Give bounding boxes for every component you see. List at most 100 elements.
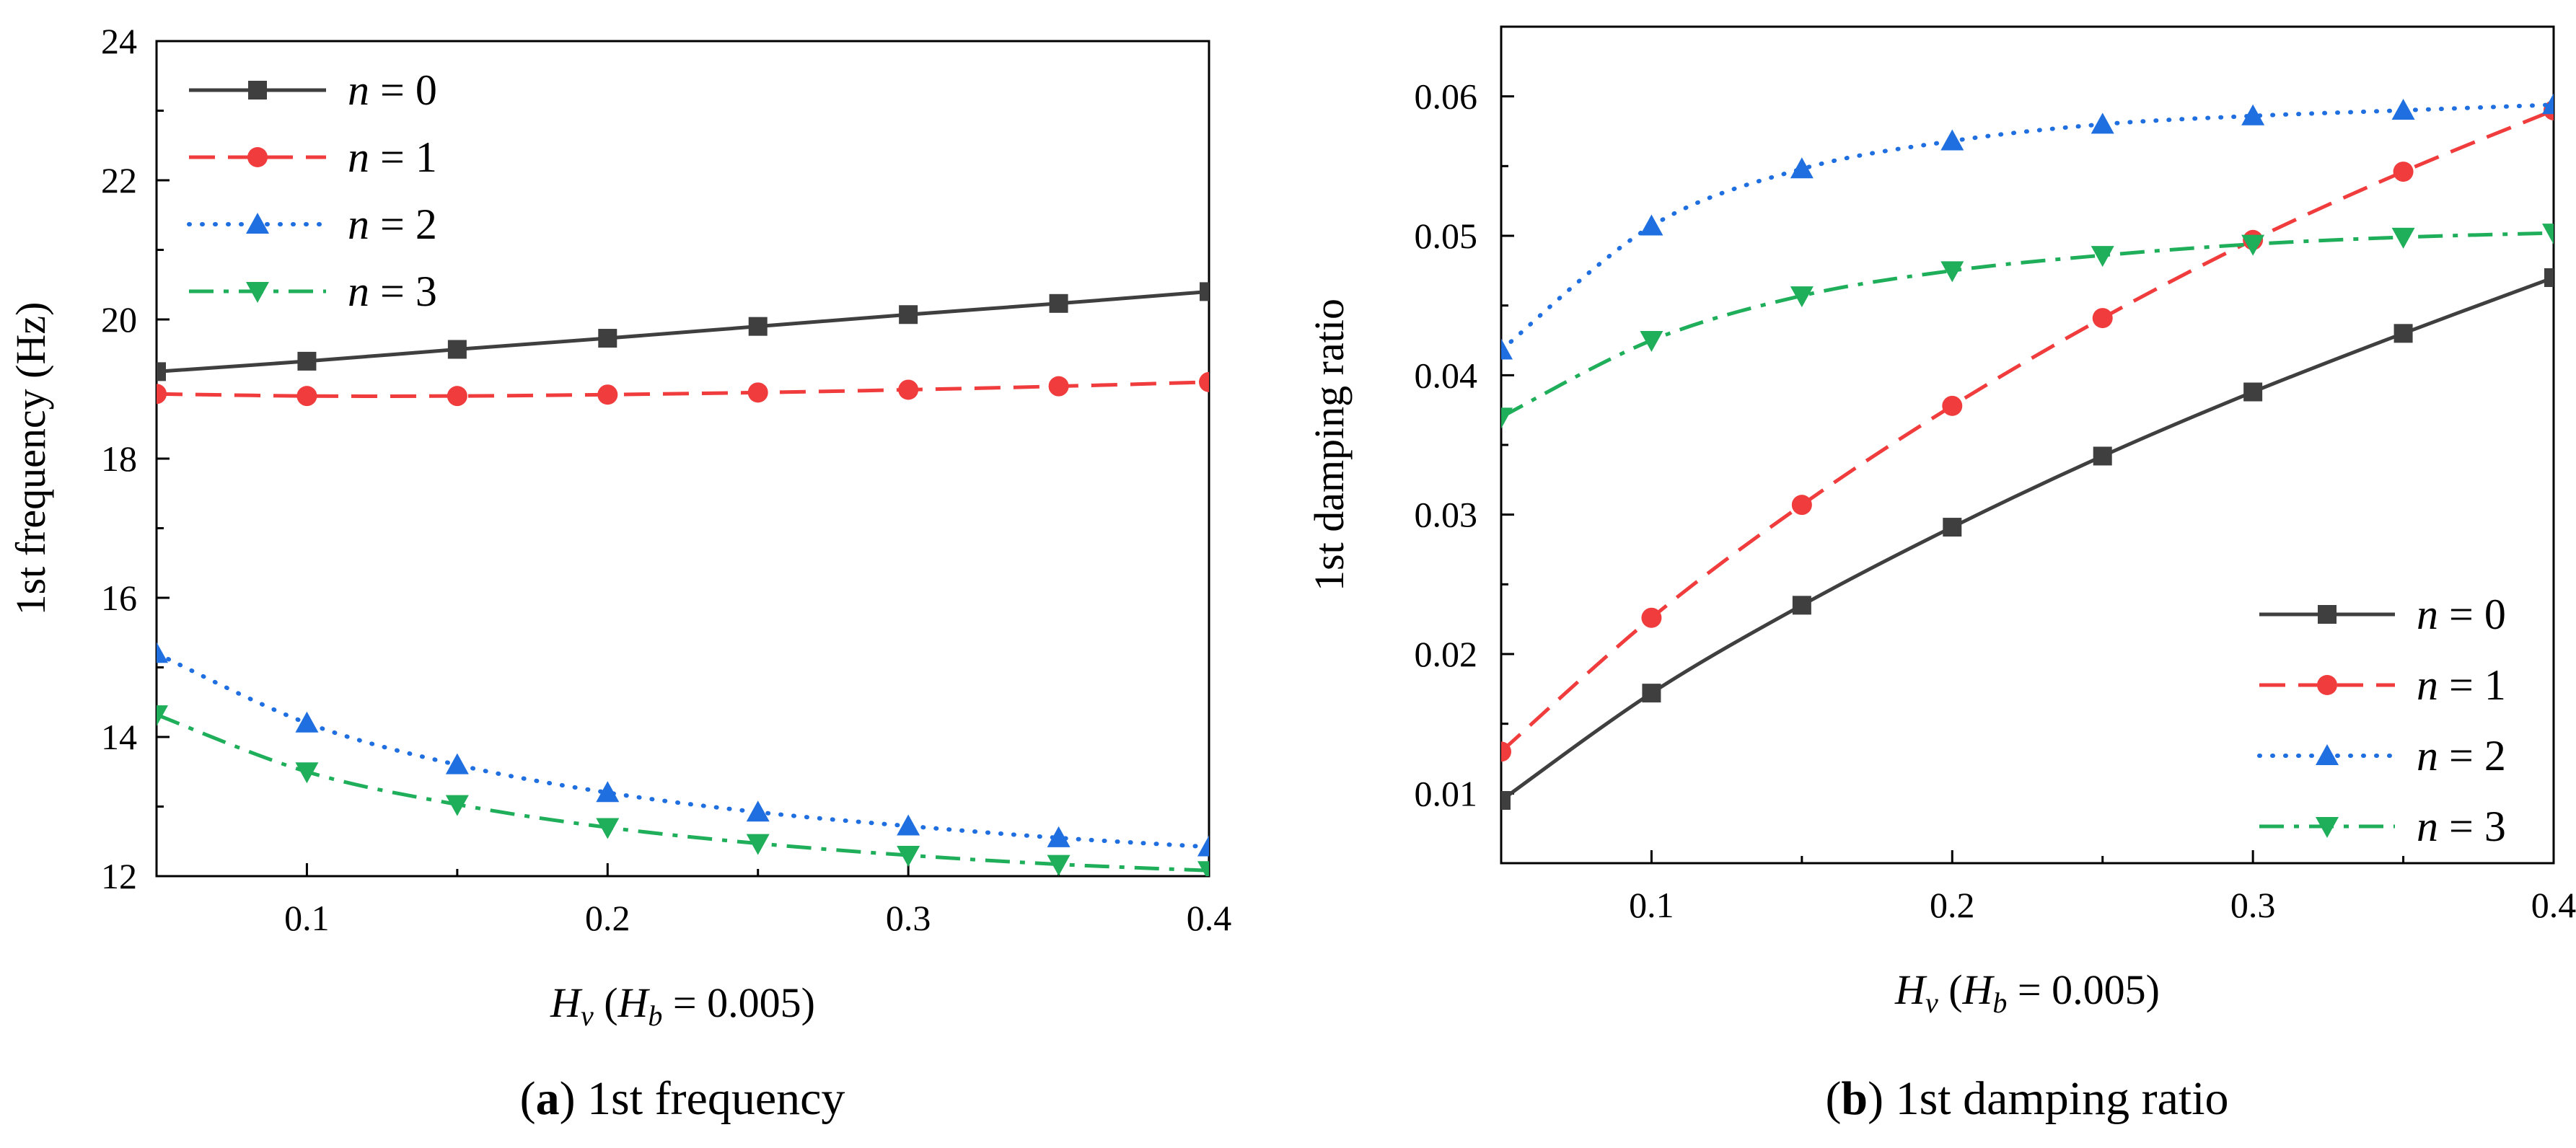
x-tick-label: 0.2 [585,898,630,938]
legend-label: n = 0 [348,66,437,114]
data-point [746,800,770,822]
data-point [2091,112,2114,134]
data-point [2241,104,2265,125]
y-tick-label: 24 [101,21,137,61]
series-1 [157,371,1209,407]
data-point [899,305,918,324]
legend-label: n = 2 [2417,732,2506,780]
data-point [1640,331,1663,352]
data-point [1792,596,1811,615]
y-axis-label: 1st frequency (Hz) [7,302,54,616]
data-point [1047,826,1071,847]
data-point [1790,157,1814,179]
data-point [898,379,919,400]
y-tick-label: 0.02 [1415,634,1478,674]
data-point [1642,684,1661,703]
data-point [597,384,618,405]
data-point [897,814,920,836]
series-line [1501,275,2554,803]
series-line [1501,231,2554,419]
data-point [1047,855,1071,876]
data-point [2393,324,2413,343]
series-2 [1501,93,2554,360]
data-point [1501,338,1513,360]
series-2 [157,642,1209,857]
data-point [157,362,166,381]
data-point [1048,376,1069,397]
data-point [1790,286,1814,308]
data-point [2542,93,2554,115]
x-tick-label: 0.3 [2230,885,2276,925]
legend: n = 0 n = 1 n = 2 n = 3 [187,66,437,315]
x-tick-label: 0.2 [1930,885,1975,925]
data-point [748,317,768,336]
x-tick-label: 0.1 [284,898,330,938]
data-point [2393,162,2414,182]
data-point [1640,214,1663,236]
legend-label: n = 1 [348,133,437,181]
data-point [445,795,469,816]
series-3 [157,705,1209,876]
data-point [447,340,467,359]
data-point [2093,446,2112,466]
legend: n = 0 n = 1 n = 2 n = 3 [2257,591,2506,850]
data-point [2241,234,2265,256]
y-tick-label: 20 [101,299,137,340]
series-0 [1501,268,2554,810]
data-point [2391,99,2415,120]
legend-marker [248,81,267,100]
data-point [596,818,620,839]
x-tick-label: 0.4 [2531,885,2576,925]
y-tick-label: 12 [101,856,137,896]
data-point [897,846,920,867]
legend-marker [2318,605,2337,624]
y-tick-label: 18 [101,438,137,479]
data-point [2391,227,2415,249]
data-point [296,386,317,407]
legend-marker [247,147,268,167]
legend-marker [246,213,269,234]
data-point [157,642,168,663]
caption: (a) 1st frequency [520,1072,845,1125]
data-point [157,384,167,405]
data-point [596,781,620,803]
data-point [747,382,768,403]
data-point [2092,308,2113,329]
series-0 [157,282,1209,381]
legend-marker [2316,744,2339,765]
legend-marker [2317,675,2337,695]
y-tick-label: 16 [101,578,137,618]
x-axis-label: Hv (Hb = 0.005) [550,979,815,1032]
x-axis-label: Hv (Hb = 0.005) [1894,966,2160,1019]
data-point [1501,791,1511,810]
legend-marker [246,282,269,303]
series-line [157,651,1209,849]
legend-marker [2316,817,2339,838]
data-point [1199,371,1209,392]
data-point [1501,741,1511,762]
series-line [1501,102,2554,353]
series-line [157,380,1209,398]
data-point [2091,246,2114,268]
chart-b: 0.1 0.2 0.3 0.4 0.01 0.02 0.03 0.04 0.05 0.06 n = … [1306,25,2576,1125]
data-point [447,386,467,407]
caption: (b) 1st damping ratio [1825,1072,2228,1125]
y-tick-label: 14 [101,717,137,757]
data-point [1501,407,1513,429]
data-point [2243,382,2263,402]
data-point [157,705,168,727]
data-point [598,329,617,348]
data-point [445,753,469,774]
y-tick-label: 0.03 [1415,495,1478,535]
data-point [746,834,770,855]
legend-label: n = 1 [2417,661,2506,709]
legend-label: n = 3 [348,268,437,315]
x-tick-label: 0.3 [886,898,931,938]
data-point [1791,495,1812,516]
y-axis-label: 1st damping ratio [1306,299,1353,591]
data-point [1197,835,1209,857]
y-tick-label: 0.06 [1415,76,1478,117]
data-point [1049,293,1068,313]
series-line [1501,108,2554,754]
